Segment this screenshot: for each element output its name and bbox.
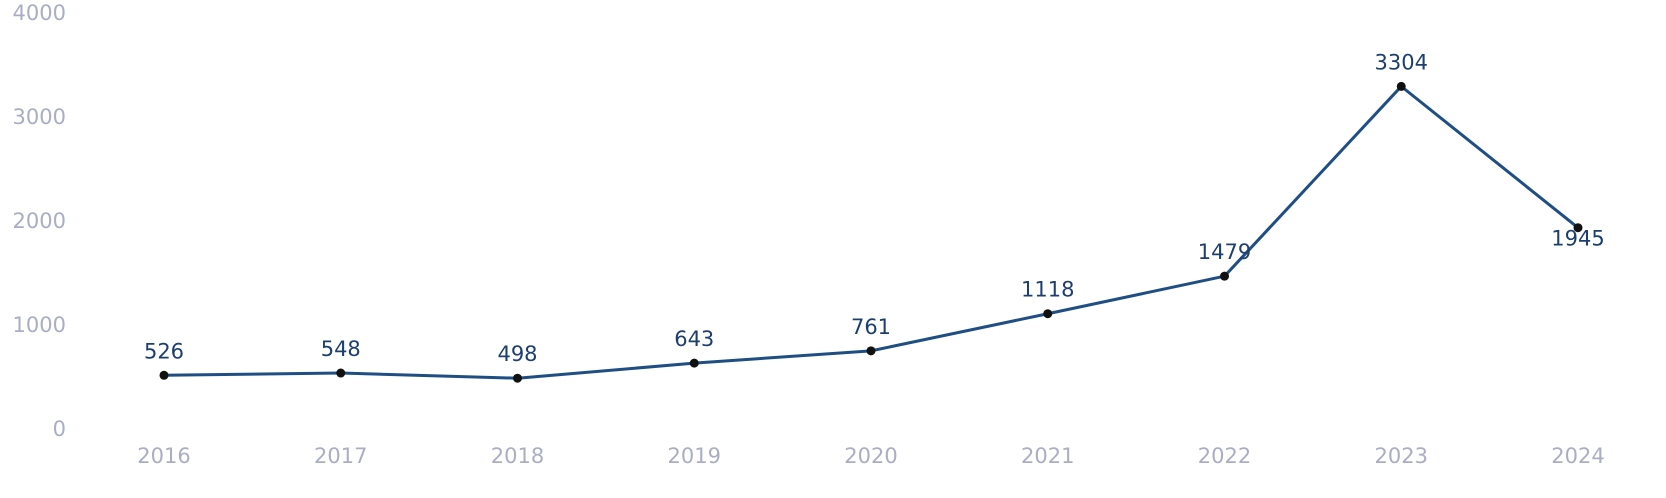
value-label: 1945	[1551, 227, 1604, 251]
x-tick-label: 2020	[844, 444, 897, 468]
value-label: 761	[851, 315, 891, 339]
data-point	[336, 368, 346, 378]
value-label: 3304	[1375, 50, 1428, 74]
value-label: 643	[674, 327, 714, 351]
x-tick-label: 2022	[1198, 444, 1251, 468]
data-point	[1396, 81, 1406, 91]
x-tick-label: 2019	[668, 444, 721, 468]
value-label: 526	[144, 339, 184, 363]
value-label: 1479	[1198, 240, 1251, 264]
y-tick-label: 1000	[13, 313, 66, 337]
x-tick-label: 2021	[1021, 444, 1074, 468]
value-label: 548	[321, 337, 361, 361]
x-tick-label: 2016	[137, 444, 190, 468]
y-tick-label: 3000	[13, 105, 66, 129]
y-tick-label: 2000	[13, 209, 66, 233]
data-point	[1573, 223, 1583, 233]
data-point	[866, 346, 876, 356]
value-label: 498	[497, 342, 537, 366]
value-label: 1118	[1021, 278, 1074, 302]
x-tick-label: 2018	[491, 444, 544, 468]
data-point	[1220, 271, 1229, 281]
x-tick-label: 2017	[314, 444, 367, 468]
data-point	[1043, 309, 1053, 319]
data-point	[689, 358, 699, 368]
y-tick-label: 4000	[13, 1, 66, 25]
data-point	[513, 373, 522, 383]
x-tick-label: 2024	[1551, 444, 1604, 468]
y-tick-label: 0	[53, 417, 66, 441]
data-point	[159, 370, 169, 380]
x-tick-label: 2023	[1375, 444, 1428, 468]
